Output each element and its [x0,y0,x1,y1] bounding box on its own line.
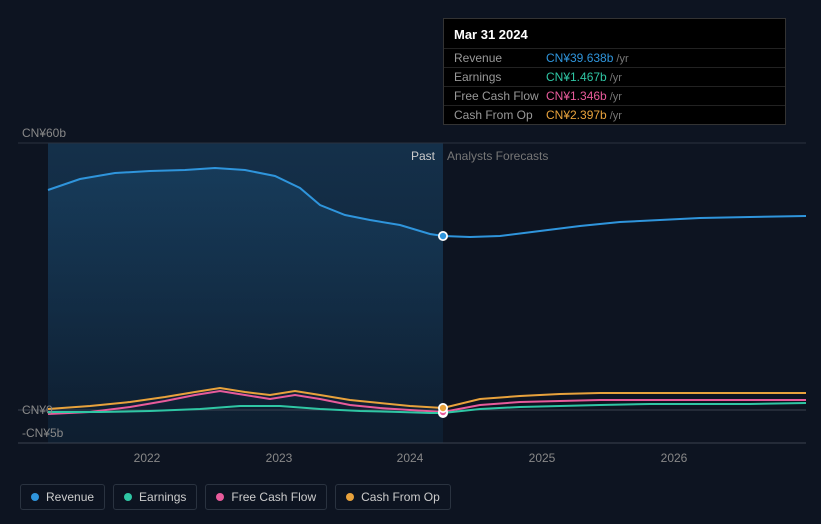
legend: Revenue Earnings Free Cash Flow Cash From O… [20,484,451,510]
legend-label: Cash From Op [361,490,440,504]
chart-tooltip: Mar 31 2024 RevenueCN¥39.638b/yrEarnings… [443,18,786,125]
forecast-section-label: Analysts Forecasts [447,149,548,163]
x-axis-tick-label: 2022 [134,451,161,465]
x-axis-tick-label: 2026 [661,451,688,465]
tooltip-metric-value: CN¥1.346b [546,89,607,103]
y-axis-tick-label: -CN¥5b [22,426,63,440]
x-axis-tick-label: 2023 [266,451,293,465]
tooltip-metric-unit: /yr [616,53,628,65]
tooltip-metric-unit: /yr [610,110,622,122]
tooltip-metric-unit: /yr [610,72,622,84]
tooltip-row: EarningsCN¥1.467b/yr [444,67,785,86]
tooltip-metric-label: Earnings [454,70,546,84]
financial-forecast-chart: Past Analysts Forecasts Mar 31 2024 Reve… [0,0,821,524]
legend-dot-icon [216,493,224,501]
legend-label: Revenue [46,490,94,504]
tooltip-row: RevenueCN¥39.638b/yr [444,48,785,67]
legend-label: Earnings [139,490,186,504]
x-axis-tick-label: 2024 [397,451,424,465]
y-axis-tick-label: CN¥60b [22,126,66,140]
tooltip-metric-value: CN¥39.638b [546,51,613,65]
tooltip-row: Cash From OpCN¥2.397b/yr [444,105,785,124]
legend-item[interactable]: Free Cash Flow [205,484,327,510]
legend-item[interactable]: Earnings [113,484,197,510]
legend-dot-icon [124,493,132,501]
past-section-label: Past [411,149,435,163]
legend-dot-icon [31,493,39,501]
tooltip-metric-label: Free Cash Flow [454,89,546,103]
legend-label: Free Cash Flow [231,490,316,504]
x-axis-tick-label: 2025 [529,451,556,465]
tooltip-metric-value: CN¥1.467b [546,70,607,84]
tooltip-row: Free Cash FlowCN¥1.346b/yr [444,86,785,105]
legend-dot-icon [346,493,354,501]
tooltip-metric-label: Cash From Op [454,108,546,122]
tooltip-date: Mar 31 2024 [444,19,785,48]
tooltip-metric-value: CN¥2.397b [546,108,607,122]
legend-item[interactable]: Cash From Op [335,484,451,510]
tooltip-metric-label: Revenue [454,51,546,65]
legend-item[interactable]: Revenue [20,484,105,510]
tooltip-metric-unit: /yr [610,91,622,103]
y-axis-tick-label: CN¥0 [22,403,53,417]
